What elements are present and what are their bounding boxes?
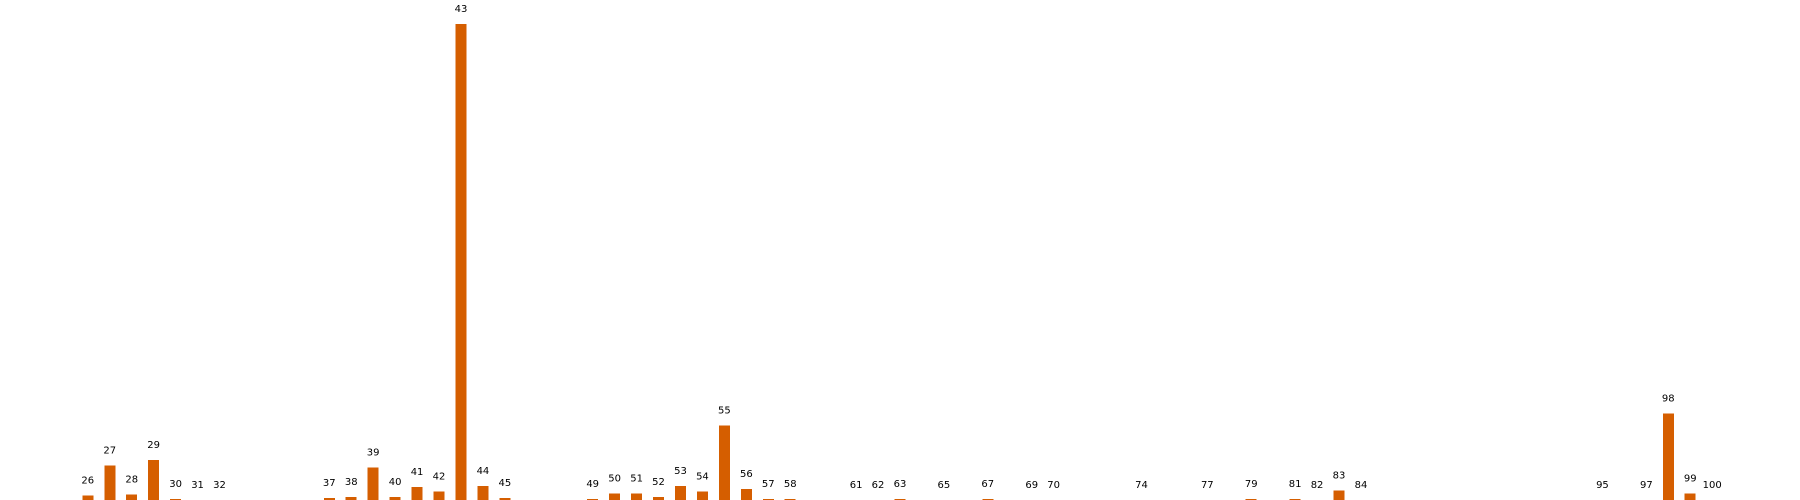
bars-group <box>82 24 1696 500</box>
bar-label-95: 95 <box>1596 480 1609 491</box>
bar-label-39: 39 <box>367 448 380 459</box>
bar-58 <box>784 498 796 500</box>
bar-27 <box>104 465 116 500</box>
bar-label-54: 54 <box>696 471 709 482</box>
bar-44 <box>477 485 489 500</box>
bar-83 <box>1333 490 1345 500</box>
bar-labels-group: 26 27 28 29 30 31 32 37 38 39 40 41 42 43 44 45 49 50 51 52… <box>81 4 1721 491</box>
bar-label-77: 77 <box>1201 480 1214 491</box>
bar-label-37: 37 <box>323 478 336 489</box>
bar-label-44: 44 <box>477 466 490 477</box>
bar-54 <box>696 491 708 500</box>
bar-label-70: 70 <box>1047 480 1060 491</box>
bar-30 <box>170 498 182 500</box>
bar-label-40: 40 <box>389 477 402 488</box>
bar-49 <box>587 498 599 500</box>
bar-label-56: 56 <box>740 469 753 480</box>
bar-label-99: 99 <box>1684 474 1697 485</box>
bar-label-58: 58 <box>784 479 797 490</box>
bar-39 <box>367 467 379 500</box>
bar-label-30: 30 <box>169 479 182 490</box>
bar-67 <box>982 498 994 500</box>
bar-label-100: 100 <box>1703 480 1722 491</box>
bar-label-53: 53 <box>674 466 687 477</box>
bar-63 <box>894 498 906 500</box>
bar-57 <box>762 498 774 500</box>
bar-label-62: 62 <box>872 480 885 491</box>
bar-label-26: 26 <box>81 476 94 487</box>
bar-43 <box>455 24 467 500</box>
bar-42 <box>433 491 445 500</box>
bar-45 <box>499 497 511 500</box>
bar-label-41: 41 <box>411 467 424 478</box>
bar-label-55: 55 <box>718 405 731 416</box>
bar-label-81: 81 <box>1289 479 1302 490</box>
bar-label-38: 38 <box>345 477 358 488</box>
bar-56 <box>740 489 752 500</box>
bar-26 <box>82 495 94 500</box>
bar-label-84: 84 <box>1355 480 1368 491</box>
bar-label-61: 61 <box>850 480 863 491</box>
bar-51 <box>631 493 643 500</box>
bar-label-69: 69 <box>1025 480 1038 491</box>
bar-98 <box>1662 413 1674 500</box>
bar-label-49: 49 <box>586 479 599 490</box>
bar-40 <box>389 496 401 500</box>
bar-label-67: 67 <box>981 479 994 490</box>
bar-label-27: 27 <box>103 445 116 456</box>
bar-label-97: 97 <box>1640 480 1653 491</box>
bar-label-79: 79 <box>1245 479 1258 490</box>
bar-29 <box>148 459 160 500</box>
bar-label-45: 45 <box>499 478 512 489</box>
bar-79 <box>1245 498 1257 500</box>
bar-label-74: 74 <box>1135 480 1148 491</box>
bar-81 <box>1289 498 1301 500</box>
bar-99 <box>1684 493 1696 500</box>
bar-53 <box>674 485 686 500</box>
bar-label-29: 29 <box>147 440 160 451</box>
bar-label-98: 98 <box>1662 393 1675 404</box>
bar-52 <box>653 496 665 500</box>
bar-label-57: 57 <box>762 479 775 490</box>
bar-55 <box>718 425 730 500</box>
bar-label-32: 32 <box>213 480 226 491</box>
bar-37 <box>323 497 335 500</box>
bar-label-51: 51 <box>630 474 643 485</box>
bar-label-65: 65 <box>938 480 951 491</box>
bar-label-28: 28 <box>125 475 138 486</box>
bar-label-82: 82 <box>1311 480 1324 491</box>
bar-28 <box>126 494 138 500</box>
bar-label-52: 52 <box>652 477 665 488</box>
bar-label-31: 31 <box>191 480 204 491</box>
bar-label-42: 42 <box>433 471 446 482</box>
bar-label-43: 43 <box>455 4 468 15</box>
bar-label-83: 83 <box>1333 470 1346 481</box>
bar-38 <box>345 496 357 500</box>
bar-50 <box>609 493 621 500</box>
bar-label-63: 63 <box>894 479 907 490</box>
bar-label-50: 50 <box>608 474 621 485</box>
bar-41 <box>411 487 423 500</box>
